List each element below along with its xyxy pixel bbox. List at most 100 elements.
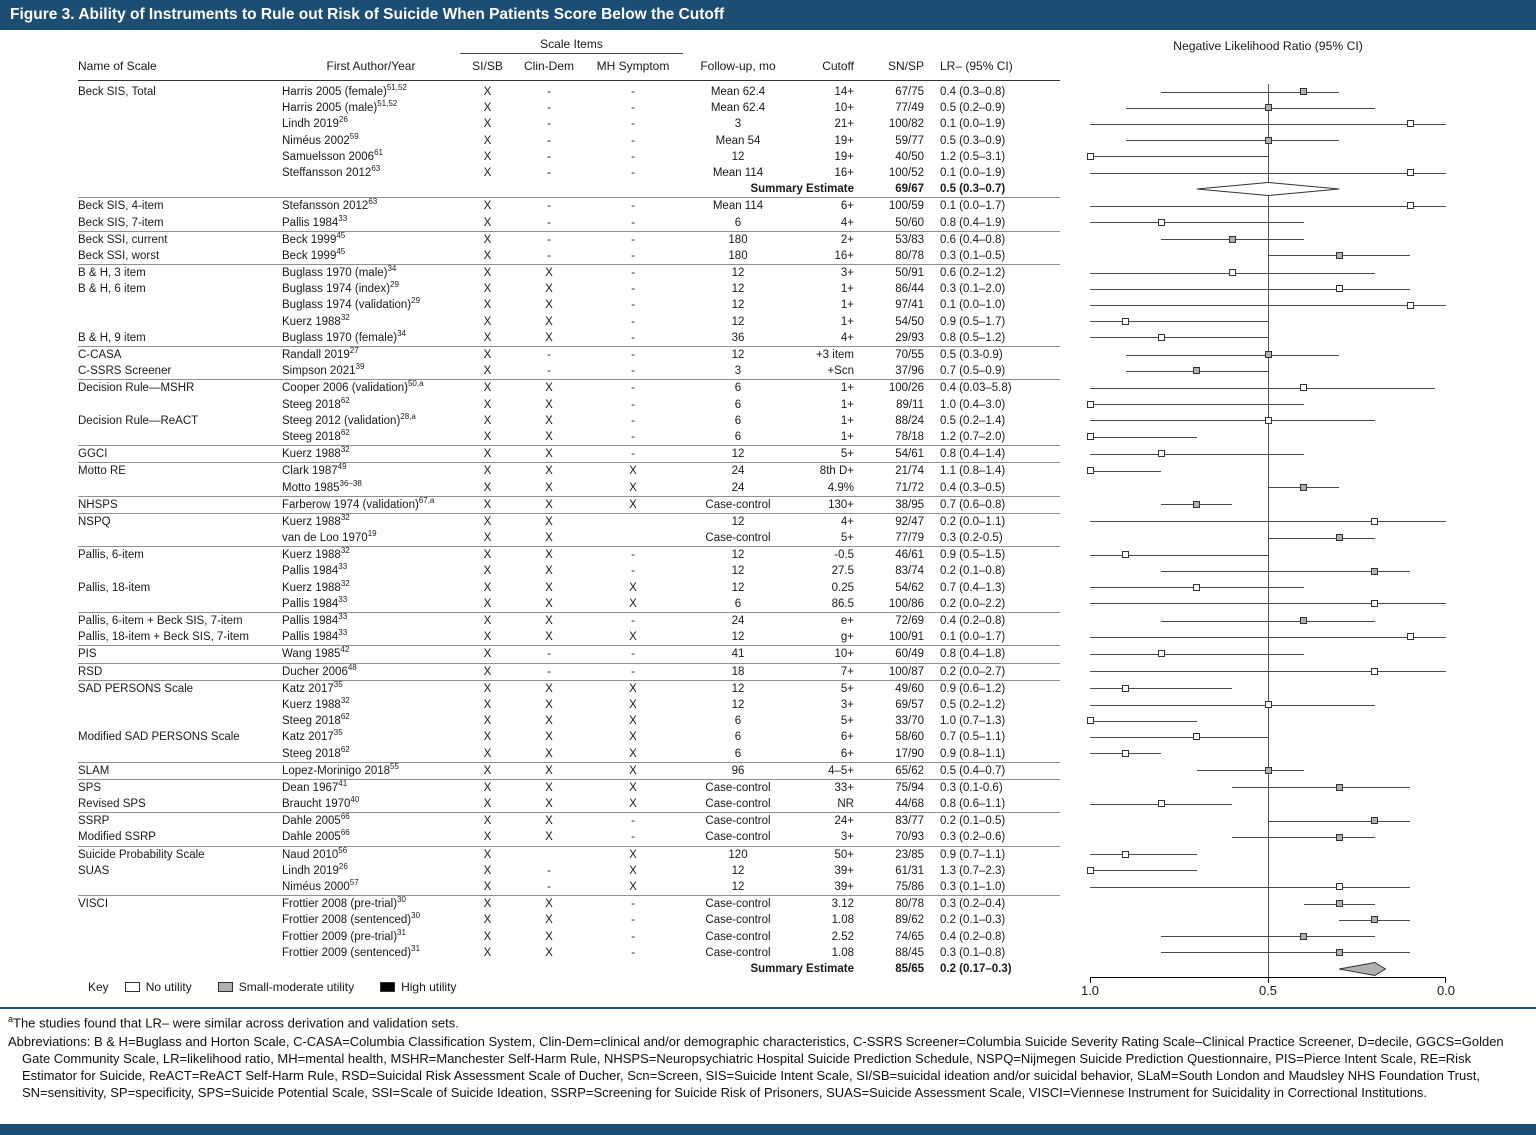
confidence-interval-line xyxy=(1090,321,1268,323)
forest-plot-row xyxy=(1090,446,1446,462)
forest-plot-cell xyxy=(1060,116,1536,132)
clin-dem-mark: X xyxy=(545,615,553,627)
si-sb-mark: X xyxy=(483,233,492,246)
forest-plot-cell xyxy=(1060,664,1536,680)
cutoff-value: 33+ xyxy=(834,781,854,794)
forest-plot-row xyxy=(1090,297,1446,313)
forest-marker xyxy=(1371,817,1379,825)
mh-symptom-mark: X xyxy=(629,631,637,644)
scale-name: SAD PERSONS Scale xyxy=(78,682,194,695)
lr-ci-value: 0.9 (0.5–1.5) xyxy=(940,549,1006,562)
scale-name xyxy=(78,596,282,612)
clin-dem-mark: - xyxy=(547,665,551,678)
sn-sp-value: 54/62 xyxy=(895,581,924,594)
forest-plot-row xyxy=(1090,796,1446,812)
reference-superscript: 66 xyxy=(340,812,350,822)
mh-symptom-mark: - xyxy=(631,914,635,927)
table-row: SSRP Dahle 200566 X X - Case-control 24+ 83/77 0… xyxy=(0,813,1536,829)
follow-up-value: Case-control xyxy=(705,914,771,927)
scale-name xyxy=(78,314,282,330)
reference-superscript: 32 xyxy=(340,513,350,523)
footnote-a-text: The studies found that LR– were similar … xyxy=(13,1015,459,1031)
lr-ci-value: 1.0 (0.4–3.0) xyxy=(940,398,1006,411)
forest-plot-cell xyxy=(1060,297,1536,313)
mh-symptom-mark: - xyxy=(631,118,635,131)
scale-name xyxy=(78,429,282,445)
forest-plot-cell xyxy=(1060,265,1536,281)
confidence-interval-line xyxy=(1090,854,1197,856)
clin-dem-mark: X xyxy=(545,382,553,395)
follow-up-value: Mean 114 xyxy=(712,166,764,179)
summary-estimate-label: Summary Estimate xyxy=(750,183,854,196)
cutoff-value: NR xyxy=(837,798,854,811)
lr-ci-value: 0.7 (0.5–0.9) xyxy=(940,365,1006,378)
table-row: Buglass 1974 (validation)29 X X - 12 1+ 97/41 0… xyxy=(0,297,1536,313)
sn-sp-value: 88/45 xyxy=(895,946,924,959)
forest-marker xyxy=(1086,433,1094,441)
sn-sp-value: 54/50 xyxy=(895,315,924,328)
cutoff-value: 8th D+ xyxy=(819,465,854,478)
follow-up-value: 3 xyxy=(734,365,742,378)
clin-dem-mark: - xyxy=(547,881,551,893)
table-row: Steeg 201862 X X - 6 1+ 89/11 1.0 (0.4–3.0) xyxy=(0,396,1536,413)
scale-name xyxy=(78,530,282,546)
cutoff-value: +3 item xyxy=(815,349,854,361)
summary-diamond xyxy=(1196,182,1340,197)
follow-up-value: 180 xyxy=(728,249,748,262)
lr-ci-value: 0.3 (0.2-0.5) xyxy=(940,532,1003,545)
confidence-interval-line xyxy=(1090,704,1375,706)
forest-plot-cell xyxy=(1060,314,1536,330)
follow-up-value: 12 xyxy=(731,267,745,280)
scale-name xyxy=(78,181,282,197)
author-year: Harris 2005 (male)51,52 xyxy=(282,99,398,115)
lr-ci-value: 0.8 (0.4–1.8) xyxy=(940,648,1006,661)
scale-name: C-CASA xyxy=(78,349,122,361)
clin-dem-mark: X xyxy=(545,283,553,296)
sn-sp-value: 100/87 xyxy=(888,665,924,678)
forest-plot-row xyxy=(1090,248,1446,264)
author-year: Motto 198536–38 xyxy=(282,478,362,494)
reference-superscript: 57 xyxy=(349,878,359,888)
x-axis-tick-label: 1.0 xyxy=(1080,983,1100,999)
table-row: C-SSRS Screener Simpson 202139 X - - 3 +Scn 37/… xyxy=(0,363,1536,379)
reference-superscript: 28,a xyxy=(400,411,416,421)
x-axis-tick xyxy=(1268,978,1269,984)
scale-name: B & H, 3 item xyxy=(78,267,146,280)
forest-plot-cell xyxy=(1060,514,1536,530)
mh-symptom-mark: - xyxy=(631,549,635,562)
follow-up-value: 36 xyxy=(731,331,745,344)
clin-dem-mark: - xyxy=(547,86,551,98)
forest-plot-row xyxy=(1090,697,1446,713)
reference-superscript: 48 xyxy=(347,662,357,672)
author-year: Braucht 197040 xyxy=(282,795,360,811)
forest-plot-cell xyxy=(1060,697,1536,713)
reference-superscript: 27 xyxy=(349,346,359,356)
table-row: Beck SIS, 4-item Stefansson 201263 X - - Mean… xyxy=(0,198,1536,214)
mh-symptom-mark xyxy=(583,530,683,546)
section-divider xyxy=(78,895,1060,897)
bottom-rule xyxy=(0,1124,1536,1135)
x-axis-tick-label: 0.5 xyxy=(1258,983,1278,999)
forest-plot-row xyxy=(1086,863,1446,879)
follow-up-value: 6 xyxy=(734,398,742,411)
forest-plot-cell xyxy=(1060,330,1536,346)
si-sb-mark: X xyxy=(483,299,492,312)
reference-superscript: 33 xyxy=(338,213,348,223)
author-year: Frottier 2008 (pre-trial)30 xyxy=(282,895,406,911)
clin-dem-mark xyxy=(515,181,583,197)
forest-plot-cell xyxy=(1060,547,1536,563)
forest-plot-cell xyxy=(1060,446,1536,462)
table-row: Frottier 2008 (sentenced)30 X X - Case-contr… xyxy=(0,912,1536,928)
confidence-interval-line xyxy=(1090,653,1304,655)
clin-dem-mark: X xyxy=(545,565,553,578)
forest-plot-row xyxy=(1086,149,1446,165)
forest-marker xyxy=(1086,717,1094,725)
forest-marker xyxy=(1264,701,1272,709)
reference-superscript: 42 xyxy=(340,645,350,655)
author-year: Niméus 200259 xyxy=(282,131,359,147)
follow-up-value: 12 xyxy=(731,631,745,644)
table-row: Beck SIS, 7-item Pallis 198433 X - - 6 4+ 50/60… xyxy=(0,213,1536,231)
sn-sp-value: 53/83 xyxy=(895,233,924,246)
reference-superscript: 66 xyxy=(340,828,350,838)
sn-sp-value: 29/93 xyxy=(895,331,924,344)
